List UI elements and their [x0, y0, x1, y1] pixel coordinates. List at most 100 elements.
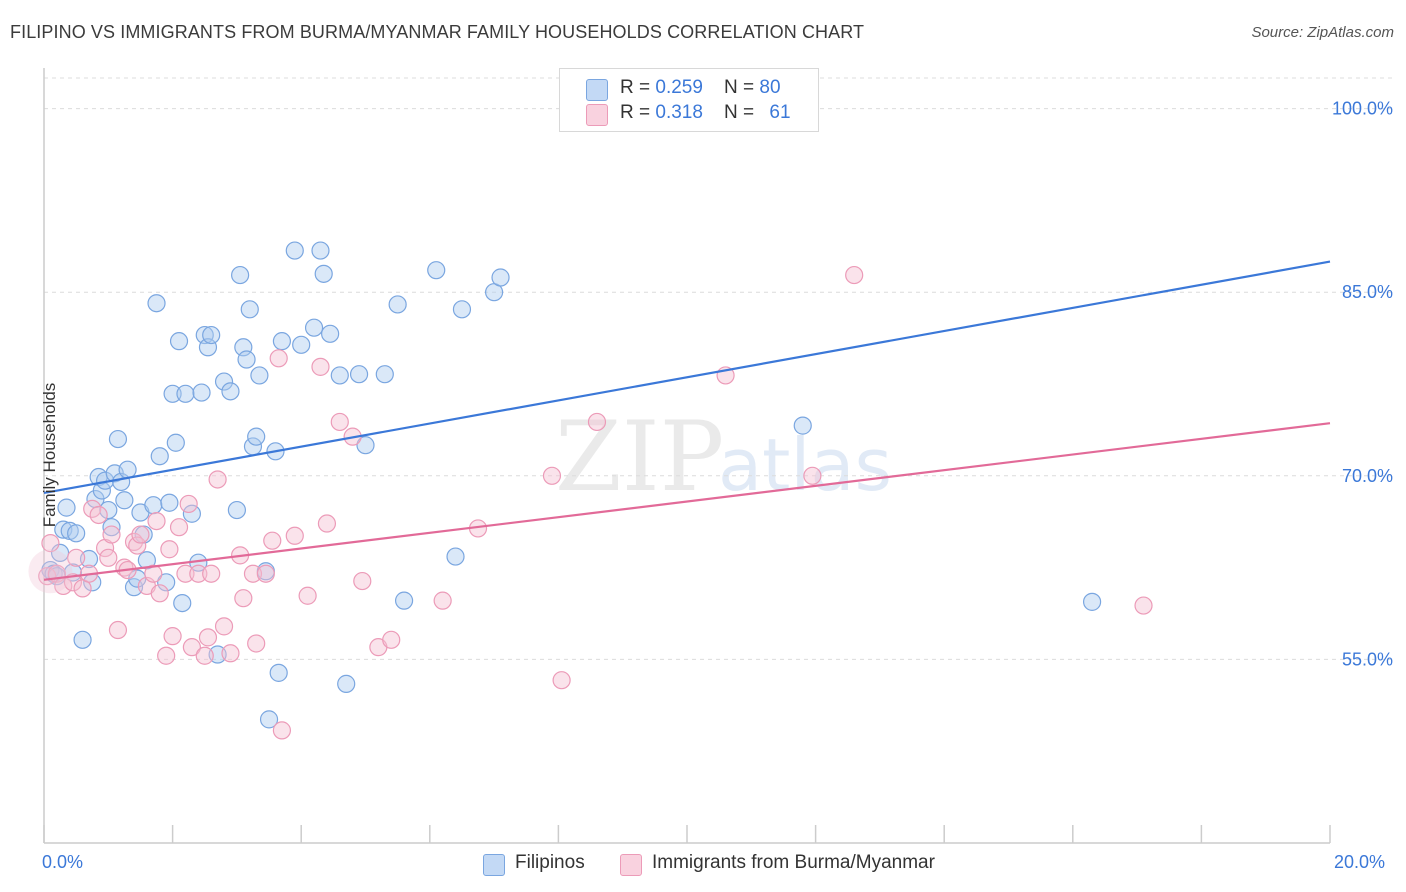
legend-swatch-blue: [586, 79, 608, 101]
legend-n-value: 61: [769, 102, 791, 123]
point-burma: [144, 564, 163, 583]
legend-n-label: N =: [724, 77, 760, 98]
bottom-swatch-pink: [620, 854, 642, 876]
point-filipinos: [427, 261, 446, 280]
point-burma: [433, 591, 452, 610]
point-filipinos: [793, 416, 812, 435]
point-filipinos: [452, 300, 472, 319]
bottom-legend-label: Filipinos: [515, 852, 585, 873]
y-tick-label: 100.0%: [1332, 99, 1393, 119]
point-burma: [1134, 596, 1153, 615]
point-filipinos: [102, 518, 121, 537]
bottom-legend-label: Immigrants from Burma/Myanmar: [652, 852, 935, 873]
legend-r-label: R =: [620, 102, 656, 123]
y-axis-label: Family Households: [40, 382, 59, 528]
bottom-swatch-blue: [483, 854, 505, 876]
point-burma: [41, 534, 60, 553]
point-filipinos: [79, 549, 99, 569]
point-burma: [150, 584, 169, 603]
point-burma: [176, 564, 195, 583]
point-burma: [131, 525, 150, 544]
point-filipinos: [166, 433, 185, 452]
legend-swatch-pink: [586, 104, 608, 126]
point-filipinos: [118, 460, 137, 479]
point-filipinos: [150, 447, 169, 466]
point-burma: [102, 525, 121, 544]
y-tick-label: 55.0%: [1342, 649, 1393, 669]
point-burma: [157, 646, 176, 665]
point-filipinos: [337, 674, 356, 693]
point-filipinos: [356, 436, 375, 455]
point-burma: [353, 571, 372, 591]
point-burma: [169, 518, 189, 537]
point-filipinos: [169, 332, 189, 351]
point-filipinos: [157, 573, 176, 592]
source-credit: Source: ZipAtlas.com: [1251, 24, 1394, 41]
trendline-filipinos: [43, 260, 1331, 495]
chart-title: FILIPINO VS IMMIGRANTS FROM BURMA/MYANMA…: [10, 22, 865, 42]
point-filipinos: [67, 524, 86, 543]
point-filipinos: [176, 384, 195, 403]
point-burma: [382, 630, 401, 649]
point-burma: [552, 671, 571, 690]
point-burma: [89, 505, 108, 525]
point-burma: [243, 564, 263, 583]
point-burma: [285, 526, 304, 545]
point-filipinos: [285, 241, 304, 260]
point-filipinos: [202, 325, 221, 345]
point-burma: [234, 589, 253, 608]
point-filipinos: [57, 498, 76, 517]
legend-r-value: 0.318: [655, 102, 703, 123]
point-filipinos: [272, 332, 292, 351]
point-filipinos: [214, 372, 234, 391]
point-burma: [202, 564, 221, 583]
point-burma: [195, 646, 214, 665]
point-filipinos: [388, 295, 407, 314]
point-burma: [263, 531, 282, 550]
point-burma: [803, 466, 822, 485]
point-filipinos: [394, 591, 414, 610]
point-burma: [198, 628, 218, 647]
trendline-burma: [43, 422, 1331, 581]
point-filipinos: [192, 383, 211, 402]
point-filipinos: [1082, 592, 1102, 611]
point-burma: [330, 412, 349, 432]
point-filipinos: [247, 427, 266, 446]
watermark-atlas: atlas: [718, 423, 892, 507]
point-burma: [163, 627, 182, 646]
point-burma: [845, 265, 864, 285]
legend-r-value: 0.259: [655, 77, 703, 98]
point-burma: [99, 548, 118, 567]
point-burma: [298, 586, 317, 605]
point-filipinos: [375, 365, 394, 384]
point-filipinos: [221, 382, 240, 401]
point-filipinos: [250, 366, 269, 385]
point-filipinos: [73, 630, 92, 649]
point-filipinos: [240, 300, 259, 319]
point-filipinos: [160, 493, 179, 512]
point-burma: [269, 349, 288, 368]
point-burma: [214, 617, 234, 636]
point-burma: [63, 573, 83, 592]
point-burma: [67, 548, 86, 567]
point-filipinos: [182, 504, 201, 523]
point-filipinos: [115, 491, 134, 510]
point-burma: [311, 357, 330, 376]
point-filipinos: [259, 710, 279, 729]
point-burma: [115, 558, 134, 577]
point-filipinos: [321, 324, 340, 343]
y-tick-label: 85.0%: [1342, 282, 1393, 302]
point-burma: [317, 514, 337, 533]
point-burma: [160, 540, 179, 559]
point-filipinos: [99, 500, 118, 520]
point-burma: [256, 564, 275, 583]
point-filipinos: [231, 265, 250, 285]
point-burma: [189, 564, 208, 583]
stats-legend: R = 0.259 N = 80 R = 0.318 N = 61: [559, 68, 819, 132]
point-burma: [182, 638, 201, 657]
point-burma: [272, 721, 292, 740]
point-burma: [147, 511, 166, 531]
point-burma: [108, 620, 128, 640]
point-burma: [179, 494, 198, 514]
